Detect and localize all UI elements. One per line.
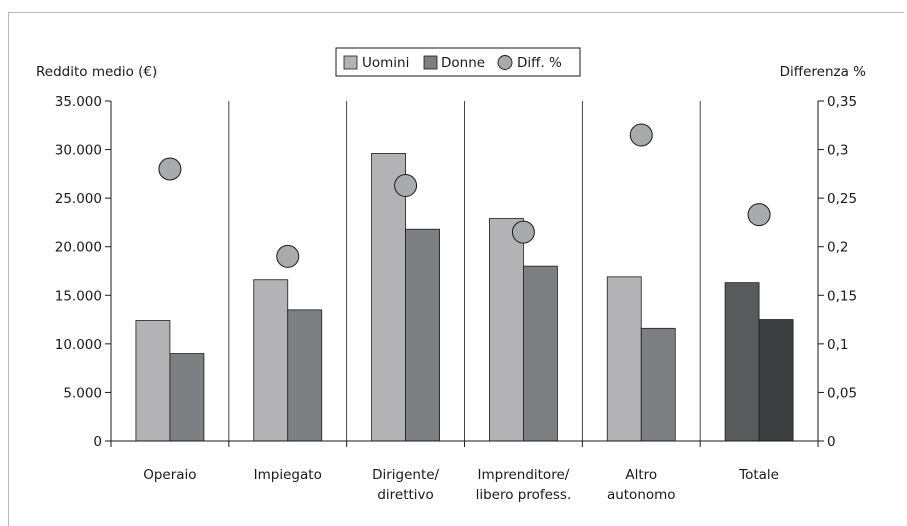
- category-label-line: direttivo: [377, 487, 433, 503]
- bar-uomini: [135, 320, 171, 442]
- y-left-tick-label: 30.000: [55, 143, 102, 159]
- category-label: Totale: [738, 467, 779, 483]
- y-left-tick-label: 0: [93, 434, 102, 450]
- y-right-tick-label: 0,35: [827, 94, 857, 110]
- bar-uomini: [489, 218, 524, 442]
- category-label-line: Altro: [625, 467, 657, 483]
- category-label: Imprenditore/libero profess.: [476, 467, 572, 503]
- diff-points: [158, 123, 771, 268]
- legend-box: [335, 47, 581, 77]
- y-left-tick-label: 35.000: [55, 94, 102, 110]
- legend-swatch-uomini: [343, 55, 358, 70]
- chart-frame: [8, 12, 904, 526]
- y-right-tick-label: 0,3: [827, 143, 848, 159]
- legend-label-donne: Donne: [441, 55, 485, 71]
- bar-donne: [169, 353, 205, 442]
- y-right-tick-label: 0,2: [827, 240, 848, 256]
- category-label-line: Operaio: [143, 467, 196, 483]
- category-label: Dirigente/direttivo: [372, 467, 439, 503]
- bar-uomini: [371, 153, 406, 442]
- category-label-line: Dirigente/: [372, 467, 439, 483]
- category-label: Operaio: [143, 467, 196, 483]
- y-right-tick-label: 0,05: [827, 385, 857, 401]
- diff-point: [747, 203, 771, 227]
- y-left-tick-label: 5.000: [63, 385, 102, 401]
- category-label-line: autonomo: [607, 487, 676, 503]
- bar-donne: [523, 265, 558, 442]
- y-left-tick-label: 10.000: [55, 337, 102, 353]
- diff-point: [158, 157, 182, 181]
- y-left-tick-label: 15.000: [55, 288, 102, 304]
- diff-point: [394, 174, 418, 198]
- bar-donne: [758, 319, 794, 442]
- diff-point: [511, 220, 535, 244]
- bar-donne: [287, 309, 323, 442]
- category-label: Impiegato: [254, 467, 322, 483]
- y-right-tick-label: 0,1: [827, 337, 848, 353]
- legend-label-diff: Diff. %: [517, 55, 562, 71]
- category-label-line: Imprenditore/: [478, 467, 570, 483]
- y-left-axis-title: Reddito medio (€): [36, 64, 157, 80]
- y-right-tick-label: 0,25: [827, 191, 857, 207]
- category-label: Altro autonomo: [607, 467, 676, 503]
- bar-donne: [405, 228, 440, 442]
- bar-uomini: [253, 279, 289, 442]
- y-left-tick-label: 20.000: [55, 240, 102, 256]
- legend-swatch-donne: [423, 55, 438, 70]
- bar-uomini: [724, 282, 760, 442]
- grid: [228, 101, 701, 441]
- y-right-tick-label: 0: [827, 434, 836, 450]
- category-label-line: libero profess.: [476, 487, 572, 503]
- category-label-line: Totale: [738, 467, 779, 483]
- legend-label-uomini: Uomini: [362, 55, 409, 71]
- legend: Uomini Donne Diff. %: [335, 47, 581, 77]
- category-label-line: Impiegato: [254, 467, 322, 483]
- diff-point: [276, 244, 300, 268]
- bar-donne: [640, 327, 676, 442]
- y-left-tick-label: 25.000: [55, 191, 102, 207]
- bar-uomini: [606, 276, 642, 442]
- legend-marker-diff: [497, 55, 513, 70]
- diff-point: [629, 123, 653, 147]
- y-right-axis-title: Differenza %: [780, 64, 867, 80]
- y-right-tick-label: 0,15: [827, 288, 857, 304]
- axes: 0 0 5.000 0,05 10.000 0,1 15.000 0,15 20.000 0,2 2…: [55, 94, 857, 503]
